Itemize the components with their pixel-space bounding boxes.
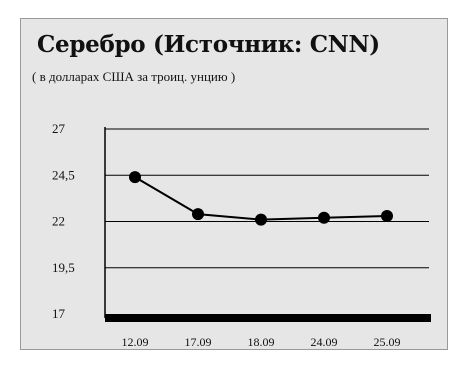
chart-title: Серебро (Источник: CNN) [37,31,380,58]
data-point [255,213,267,226]
chart-panel: Серебро (Источник: CNN) ( в долларах США… [20,18,448,350]
x-tick-label: 18.09 [248,335,275,349]
y-tick-label: 24,5 [52,167,75,182]
y-tick-label: 19,5 [52,260,75,275]
chart-subtitle: ( в долларах США за троиц. унцию ) [32,69,236,84]
series-layer [129,171,393,226]
chart-plot: 27 24,5 22 19,5 17 12.09 17.09 18.09 24.09 25.09 [52,121,431,349]
grid-lines [105,128,429,269]
y-axis-ticks: 27 24,5 22 19,5 17 [52,121,75,321]
data-point [318,211,330,224]
x-axis-ticks: 12.09 17.09 18.09 24.09 25.09 [122,335,401,349]
y-tick-label: 22 [52,214,65,229]
x-axis-bar [105,314,431,322]
x-tick-label: 12.09 [122,335,149,349]
axes [104,127,431,322]
y-tick-label: 17 [52,306,66,321]
data-point [192,208,204,221]
series-line [134,176,388,221]
data-point [381,209,393,222]
x-tick-label: 24.09 [311,335,338,349]
y-tick-label: 27 [52,121,66,136]
data-point [129,171,141,184]
x-tick-label: 25.09 [374,335,401,349]
x-tick-label: 17.09 [185,335,212,349]
